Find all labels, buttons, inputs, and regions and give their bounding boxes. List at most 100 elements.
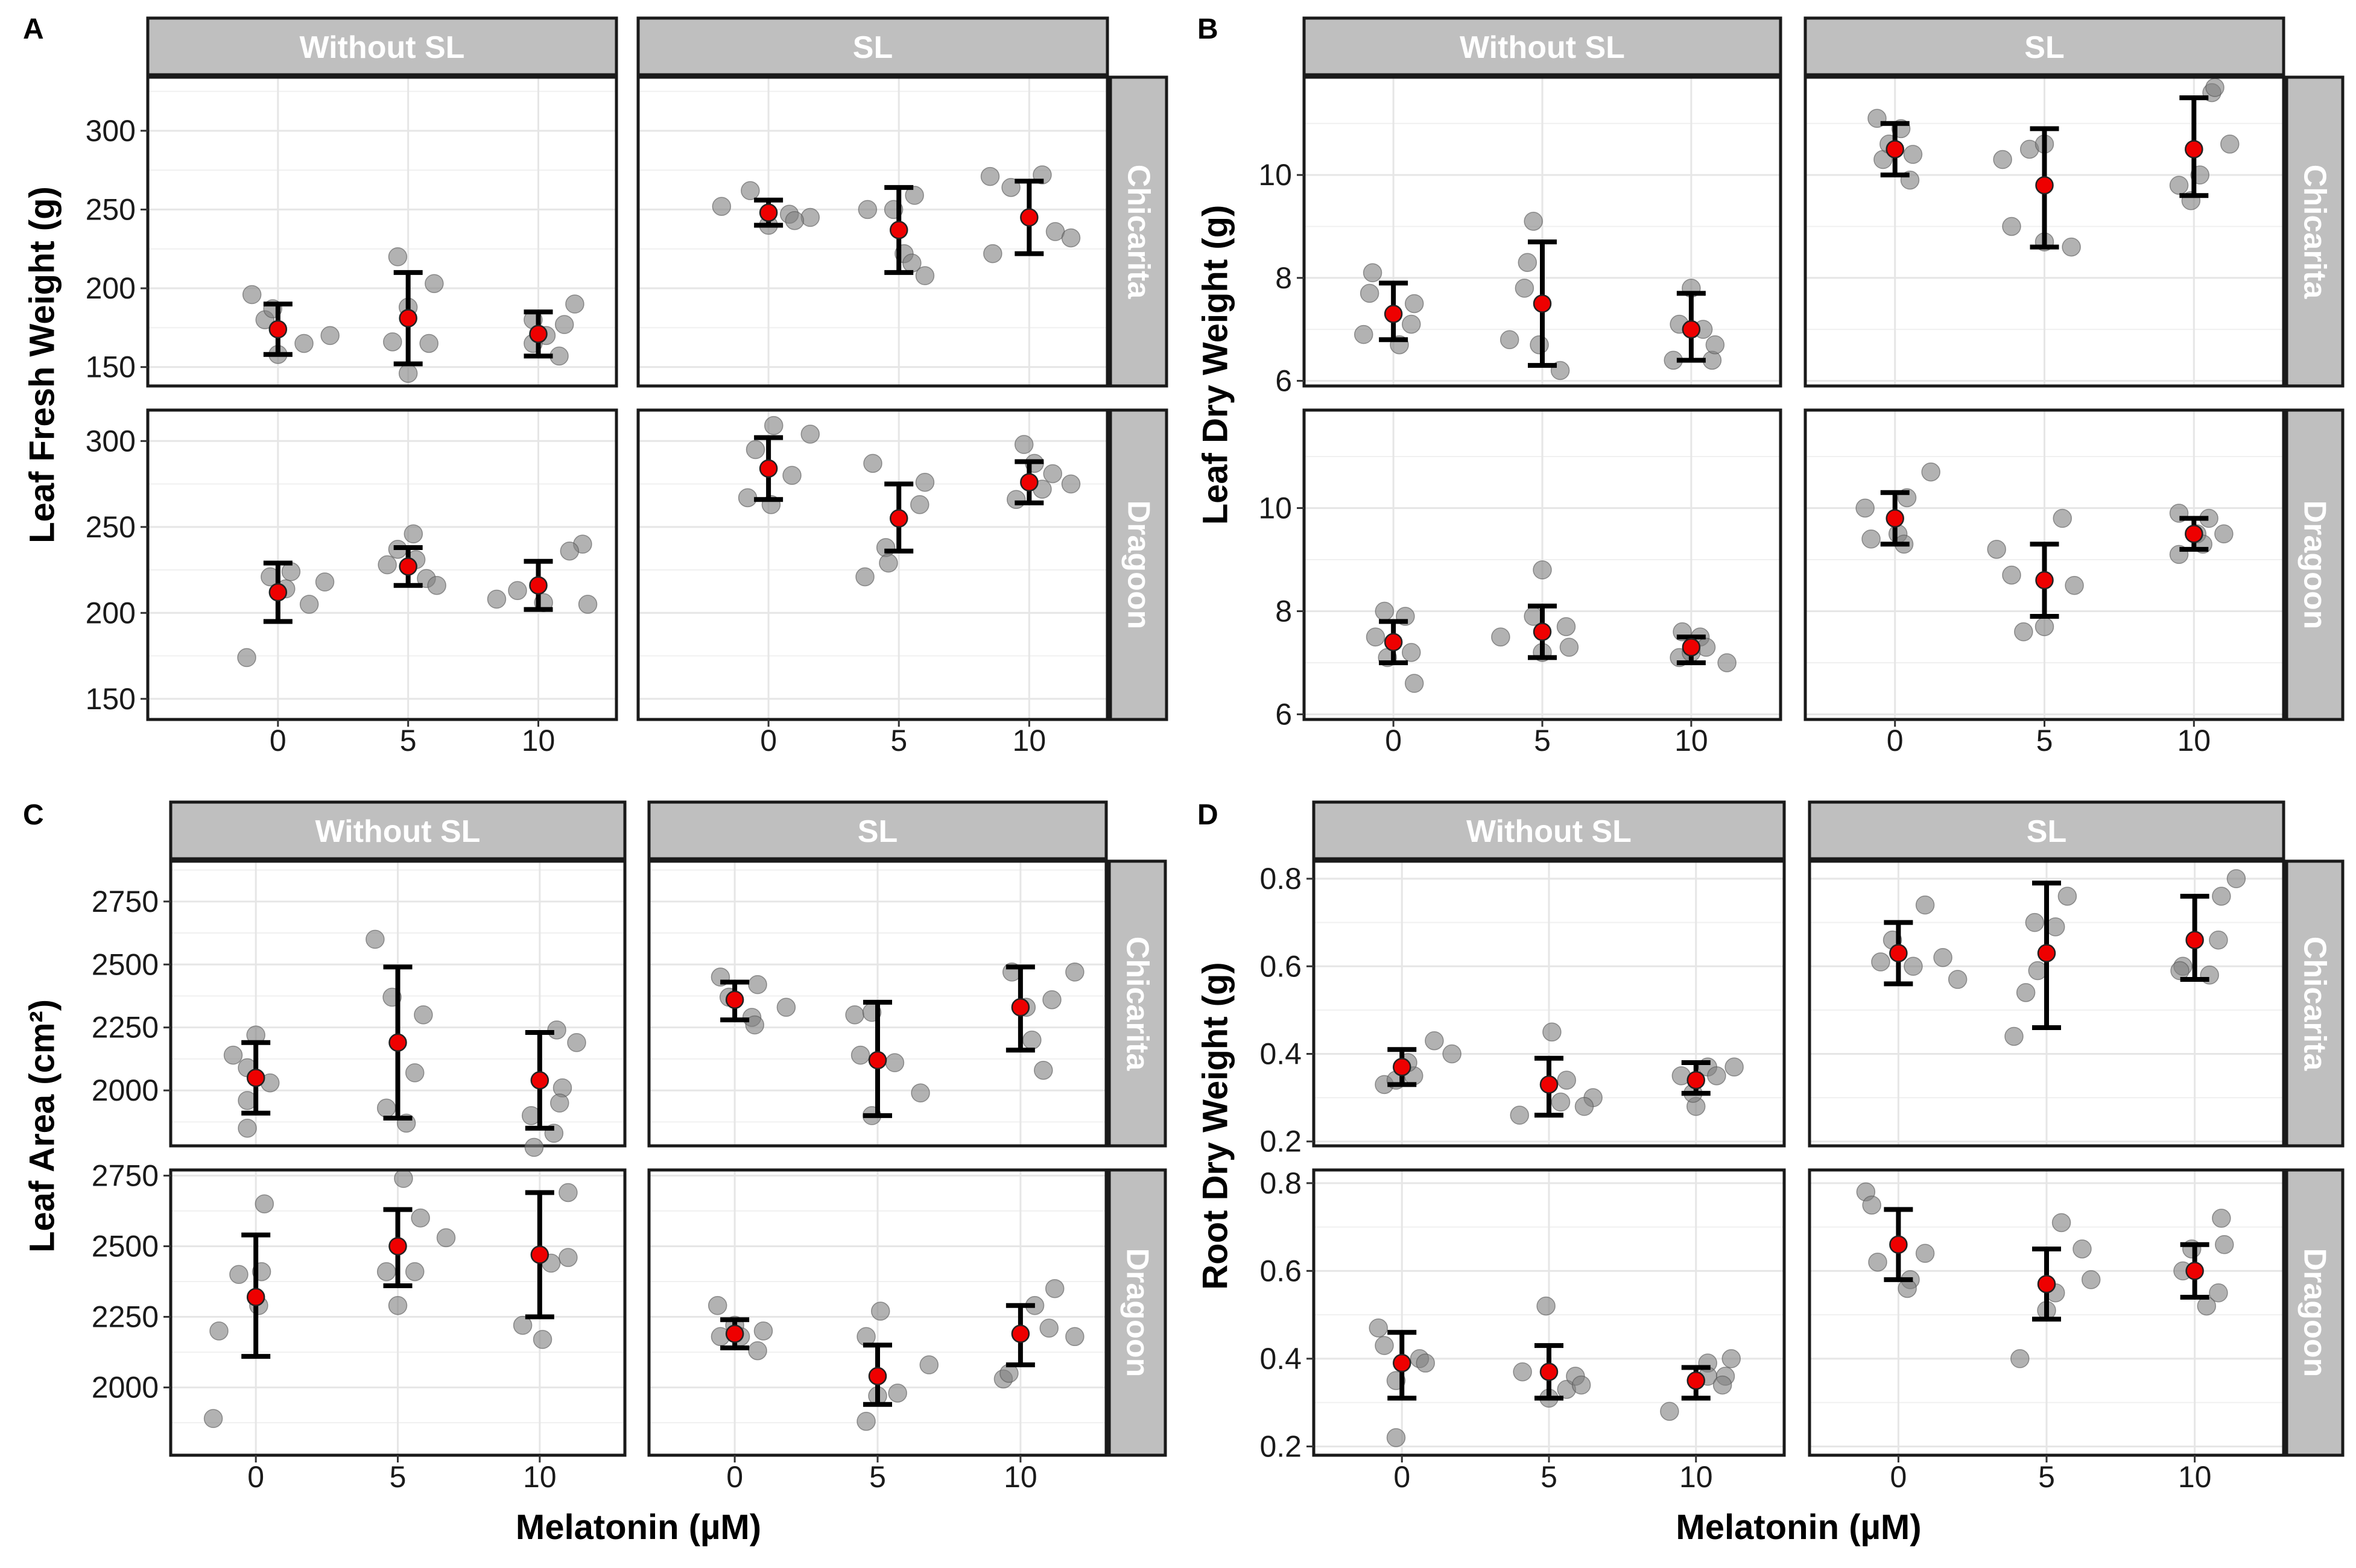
x-tick-label: 0 [247, 1460, 264, 1494]
data-point [1369, 1318, 1388, 1338]
panel-letter: A [23, 13, 44, 45]
data-point [2014, 622, 2033, 642]
chart-C: C Leaf Area (cm²) Melatonin (µM) Without SL… [23, 799, 1167, 1547]
data-point [427, 575, 446, 595]
data-point [1933, 948, 1952, 967]
facet-panel [146, 75, 618, 388]
y-tick-label: 200 [86, 271, 136, 305]
data-point [404, 524, 423, 543]
data-point [1557, 1070, 1576, 1090]
mean-point [1889, 944, 1908, 963]
data-point [2002, 217, 2021, 236]
mean-point [268, 320, 288, 339]
data-point [524, 1137, 544, 1157]
data-point [388, 247, 408, 267]
facet-strip-label: SL [858, 814, 898, 849]
facet-strip-label: SL [2027, 814, 2066, 849]
y-tick-label: 250 [86, 192, 136, 226]
data-point [1043, 464, 1062, 484]
data-point [879, 553, 898, 573]
mean-point [2185, 140, 2203, 159]
data-point [1571, 1375, 1591, 1395]
x-tick-label: 0 [1393, 1460, 1410, 1494]
x-tick-label: 10 [522, 724, 556, 757]
data-point [376, 1262, 396, 1282]
data-point [1402, 314, 1421, 334]
data-point [748, 975, 767, 994]
data-point [857, 1412, 876, 1431]
data-point [1014, 435, 1034, 454]
data-point [2053, 508, 2072, 528]
y-tick-label: 2250 [92, 1011, 159, 1045]
data-point [911, 1083, 930, 1103]
panel-border [146, 408, 618, 721]
mean-point [889, 509, 908, 528]
x-tick-label: 10 [1674, 724, 1708, 757]
y-tick-label: 2750 [92, 1159, 159, 1192]
facet-panel [1803, 408, 2285, 721]
mean-point [2035, 175, 2054, 195]
facet-strip-row [2285, 75, 2345, 388]
data-point [376, 1098, 396, 1118]
data-point [2062, 237, 2081, 257]
data-point [1861, 530, 1881, 549]
data-point [487, 589, 507, 609]
data-point [1702, 350, 1722, 370]
data-point [1513, 1362, 1532, 1382]
data-point [1705, 335, 1725, 355]
data-point [1524, 212, 1543, 231]
data-point [560, 541, 580, 561]
data-point [738, 488, 758, 508]
data-point [905, 186, 924, 205]
mean-point [530, 1071, 549, 1090]
x-tick-label: 0 [270, 724, 287, 757]
data-point [858, 200, 878, 220]
facet-panel [636, 75, 1109, 388]
data-point [800, 425, 820, 444]
data-point [2045, 917, 2065, 937]
data-point [2065, 575, 2084, 595]
x-tick-label: 10 [1004, 1460, 1037, 1494]
data-point [2025, 912, 2045, 932]
mean-point [1686, 1070, 1705, 1090]
facet-panel [1808, 1168, 2285, 1457]
data-point [2170, 961, 2190, 981]
data-point [1724, 1057, 1744, 1077]
x-tick-label: 0 [1887, 724, 1904, 757]
data-point [2214, 524, 2234, 543]
x-tick-label: 10 [2177, 724, 2211, 757]
data-point [1993, 150, 2012, 169]
data-point [980, 166, 1000, 186]
facet-strip-column [1808, 800, 2285, 861]
data-point [983, 244, 1002, 264]
data-point [1065, 1327, 1085, 1347]
mean-point [1889, 1235, 1908, 1254]
data-point [237, 648, 256, 668]
data-point [405, 1262, 425, 1282]
data-point [1871, 952, 1890, 972]
data-point [508, 581, 527, 600]
panel-border [1302, 75, 1782, 388]
mean-point [1539, 1362, 1559, 1381]
panel-border [636, 75, 1109, 388]
data-point [388, 1296, 408, 1315]
y-tick-label: 2500 [92, 947, 159, 981]
data-point [2212, 1209, 2231, 1228]
data-point [1510, 1105, 1529, 1125]
y-tick-label: 8 [1275, 594, 1292, 628]
x-tick-label: 10 [1013, 724, 1047, 757]
data-point [748, 1341, 767, 1361]
x-tick-label: 5 [390, 1460, 407, 1494]
data-point [1022, 1030, 1042, 1050]
x-tick-label: 5 [2036, 724, 2053, 757]
data-point [405, 1063, 425, 1083]
facet-strip-column [1302, 16, 1782, 77]
data-point [753, 1321, 773, 1341]
data-point [320, 326, 340, 346]
x-tick-label: 10 [2178, 1460, 2212, 1494]
mean-point [1384, 305, 1403, 323]
data-point [776, 997, 796, 1017]
data-point [2010, 1349, 2030, 1368]
panel-border [169, 859, 627, 1148]
data-point [1862, 1195, 1881, 1215]
